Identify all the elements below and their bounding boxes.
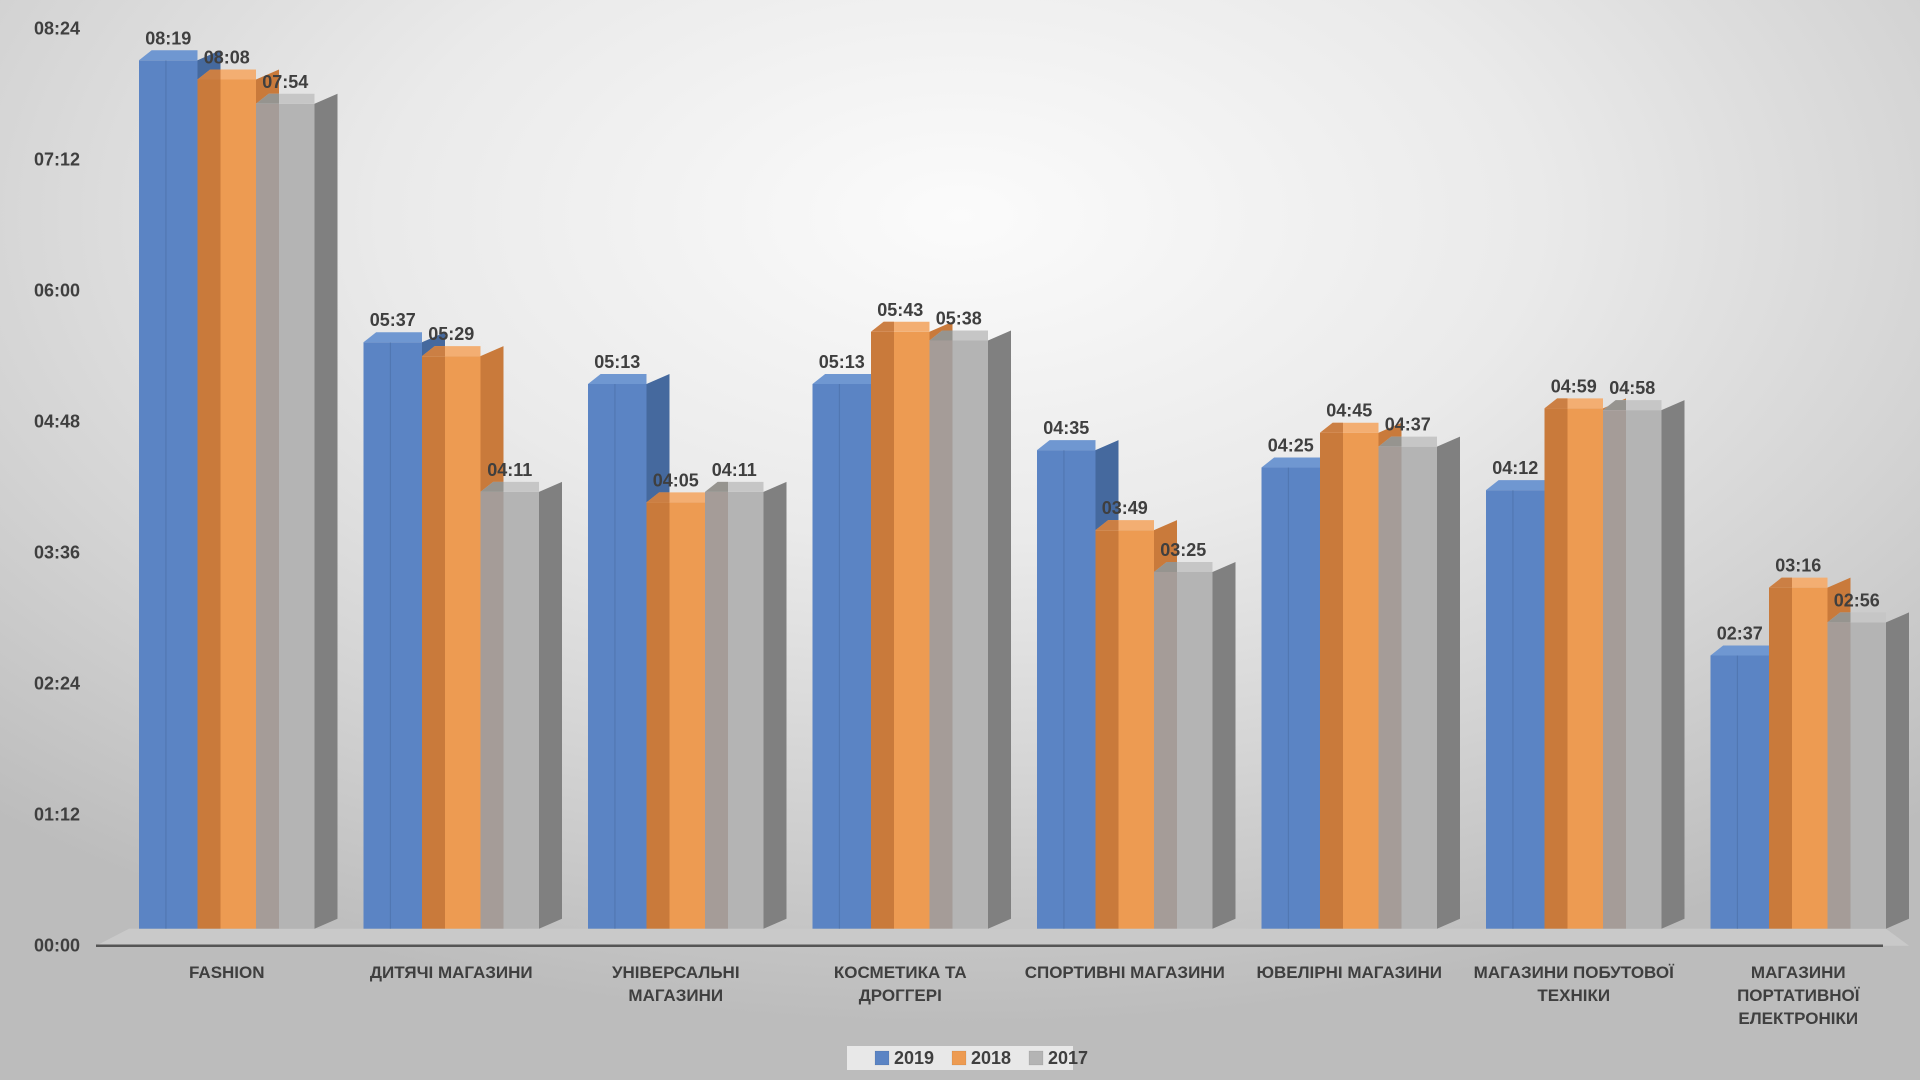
svg-text:ПОРТАТИВНОЇ: ПОРТАТИВНОЇ <box>1737 986 1861 1005</box>
svg-text:04:35: 04:35 <box>1043 418 1089 438</box>
svg-text:2017: 2017 <box>1048 1048 1088 1068</box>
svg-text:04:05: 04:05 <box>653 470 699 490</box>
svg-text:04:58: 04:58 <box>1609 378 1655 398</box>
svg-text:04:11: 04:11 <box>487 460 532 480</box>
svg-text:05:37: 05:37 <box>370 310 416 330</box>
svg-text:ДРОГГЕРІ: ДРОГГЕРІ <box>859 986 942 1005</box>
svg-text:03:25: 03:25 <box>1160 540 1206 560</box>
svg-text:ЕЛЕКТРОНІКИ: ЕЛЕКТРОНІКИ <box>1738 1009 1858 1028</box>
svg-text:04:12: 04:12 <box>1492 458 1538 478</box>
svg-text:08:24: 08:24 <box>34 18 80 38</box>
svg-text:05:29: 05:29 <box>428 324 474 344</box>
svg-text:04:59: 04:59 <box>1551 376 1597 396</box>
svg-text:2019: 2019 <box>894 1048 934 1068</box>
svg-text:МАГАЗИНИ: МАГАЗИНИ <box>628 986 723 1005</box>
svg-text:04:45: 04:45 <box>1326 401 1372 421</box>
svg-text:2018: 2018 <box>971 1048 1011 1068</box>
svg-text:05:13: 05:13 <box>594 352 640 372</box>
svg-text:01:12: 01:12 <box>34 805 80 825</box>
svg-text:04:48: 04:48 <box>34 412 80 432</box>
svg-text:04:25: 04:25 <box>1268 436 1314 456</box>
svg-text:ЮВЕЛІРНІ МАГАЗИНИ: ЮВЕЛІРНІ МАГАЗИНИ <box>1256 963 1442 982</box>
svg-text:МАГАЗИНИ ПОБУТОВОЇ: МАГАЗИНИ ПОБУТОВОЇ <box>1474 963 1675 982</box>
svg-text:ТЕХНІКИ: ТЕХНІКИ <box>1537 986 1610 1005</box>
svg-text:03:49: 03:49 <box>1102 498 1148 518</box>
svg-text:03:36: 03:36 <box>34 543 80 563</box>
svg-text:02:56: 02:56 <box>1834 590 1880 610</box>
svg-text:СПОРТИВНІ МАГАЗИНИ: СПОРТИВНІ МАГАЗИНИ <box>1025 963 1225 982</box>
svg-text:УНІВЕРСАЛЬНІ: УНІВЕРСАЛЬНІ <box>612 963 740 982</box>
svg-text:ДИТЯЧІ МАГАЗИНИ: ДИТЯЧІ МАГАЗИНИ <box>370 963 533 982</box>
svg-text:04:11: 04:11 <box>712 460 757 480</box>
svg-text:00:00: 00:00 <box>34 936 80 956</box>
svg-text:05:13: 05:13 <box>819 352 865 372</box>
svg-text:04:37: 04:37 <box>1385 415 1431 435</box>
svg-text:08:08: 08:08 <box>204 47 250 67</box>
svg-text:05:43: 05:43 <box>877 300 923 320</box>
svg-text:07:54: 07:54 <box>262 72 308 92</box>
svg-text:08:19: 08:19 <box>145 28 191 48</box>
svg-text:МАГАЗИНИ: МАГАЗИНИ <box>1751 963 1846 982</box>
svg-text:05:38: 05:38 <box>936 308 982 328</box>
svg-text:02:24: 02:24 <box>34 674 80 694</box>
svg-text:FASHION: FASHION <box>189 963 265 982</box>
svg-text:02:37: 02:37 <box>1717 623 1763 643</box>
svg-text:07:12: 07:12 <box>34 149 80 169</box>
svg-text:03:16: 03:16 <box>1775 556 1821 576</box>
svg-text:06:00: 06:00 <box>34 280 80 300</box>
svg-text:КОСМЕТИКА ТА: КОСМЕТИКА ТА <box>834 963 967 982</box>
